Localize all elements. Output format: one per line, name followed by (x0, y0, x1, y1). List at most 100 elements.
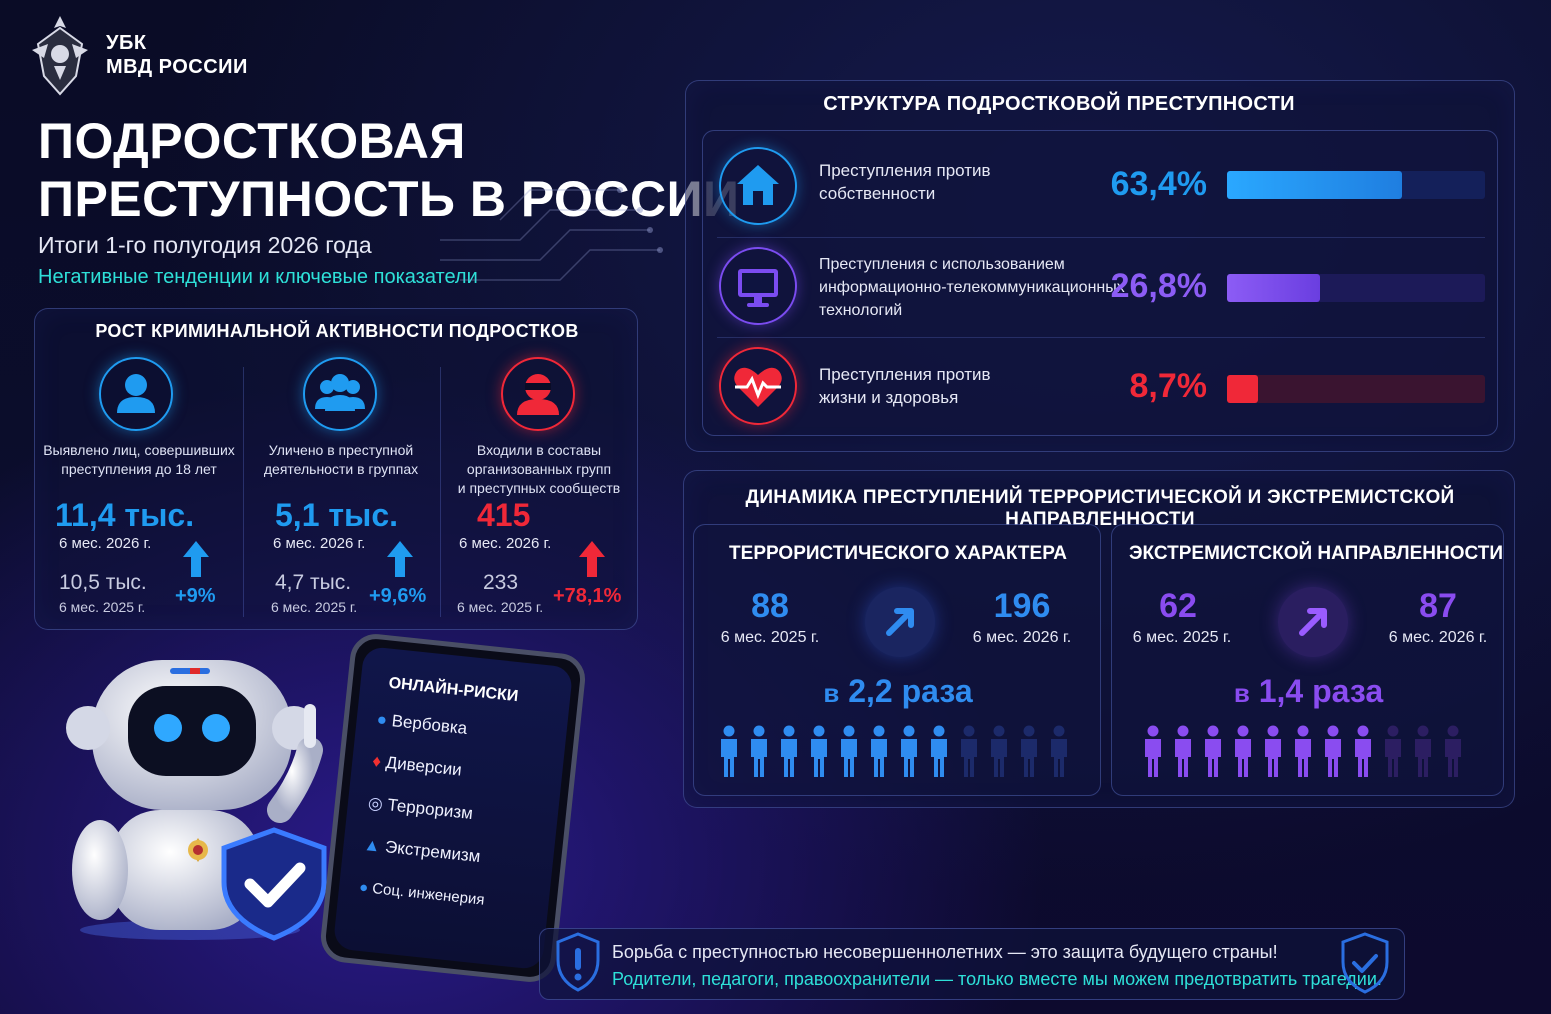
people-icon: ● (358, 878, 370, 897)
risk-item: ● Вербовка (376, 710, 468, 739)
previous-count: 88 (751, 587, 789, 625)
current-period: 6 мес. 2026 г. (459, 535, 552, 552)
person-pictogram-icon (991, 725, 1007, 777)
person-pictogram-icon (1235, 725, 1251, 777)
value-unit: тыс. (328, 497, 399, 533)
risk-item: ▲ Экстремизм (363, 835, 482, 867)
person-pictogram-icon (931, 725, 947, 777)
previous-period: 6 мес. 2025 г. (1132, 629, 1232, 646)
growth-multiplier: в 2,2 раза (694, 673, 1102, 710)
block-title: ЭКСТРЕМИСТСКОЙ НАПРАВЛЕННОСТИ (1129, 543, 1503, 564)
page-tagline: Негативные тенденции и ключевые показате… (38, 266, 478, 288)
column-divider (440, 367, 441, 617)
heart-pulse-icon (719, 347, 797, 425)
structure-list: Преступления против собственности 63,4% … (702, 130, 1498, 436)
person-pictogram-row (718, 725, 1070, 777)
growth-desc: Выявлено лиц, совершивших преступления д… (39, 441, 239, 479)
person-pictogram-icon (901, 725, 917, 777)
risk-label: Экстремизм (384, 837, 482, 867)
robot-mascot-illustration (66, 660, 323, 940)
structure-row-label: Преступления против жизни и здоровья (819, 363, 991, 409)
row-divider (717, 337, 1485, 338)
label-line: Преступления против (819, 161, 991, 180)
share-bar (1227, 171, 1485, 199)
risk-label: Диверсии (384, 752, 463, 780)
previous-value: 10,5 тыс. (59, 571, 147, 594)
multiplier-value: 1,4 раза (1258, 673, 1384, 709)
person-pictogram-icon (1295, 725, 1311, 777)
multiplier-prefix: в (1233, 678, 1250, 708)
desc-line: Выявлено лиц, совершивших (43, 442, 235, 458)
terrorism-block: ТЕРРОРИСТИЧЕСКОГО ХАРАКТЕРА 88 6 мес. 20… (693, 524, 1101, 796)
share-bar (1227, 274, 1485, 302)
person-pictogram-icon (1445, 725, 1461, 777)
org-name-line1: УБК (106, 32, 147, 54)
hooded-person-icon: ● (375, 709, 389, 730)
multiplier-value: 2,2 раза (848, 673, 973, 709)
person-pictogram-icon (1385, 725, 1401, 777)
label-line: Преступления с использованием (819, 256, 1065, 273)
person-pictogram-icon (1415, 725, 1431, 777)
change-percent: +9,6% (369, 585, 427, 607)
current-value: 415 (477, 497, 531, 533)
page-title: ПОДРОСТКОВАЯ ПРЕСТУПНОСТЬ В РОССИИ (38, 112, 740, 228)
current-count: 87 (1419, 587, 1457, 625)
growth-item-organized: Входили в составы организованных групп и… (439, 357, 639, 625)
warning-icon: ▲ (362, 834, 382, 856)
current-value: 11,4 тыс. (55, 497, 194, 534)
house-icon (719, 147, 797, 225)
previous-period: 6 мес. 2025 г. (720, 629, 820, 646)
current-value: 5,1 тыс. (275, 497, 398, 534)
previous-count: 62 (1159, 587, 1197, 625)
person-pictogram-icon (871, 725, 887, 777)
person-pictogram-icon (1021, 725, 1037, 777)
label-line: собственности (819, 184, 936, 203)
structure-row-label: Преступления против собственности (819, 159, 991, 205)
person-pictogram-icon (721, 725, 737, 777)
person-pictogram-icon (751, 725, 767, 777)
previous-period: 6 мес. 2025 г. (271, 599, 358, 615)
structure-row-value: 26,8% (1110, 267, 1207, 305)
phone-screen: ОНЛАЙН-РИСКИ ● Вербовка ♦ Диверсии ◎ Тер… (332, 645, 574, 971)
mvd-emblem-logo (32, 16, 88, 96)
person-pictogram-icon (1205, 725, 1221, 777)
circuit-decoration (440, 187, 663, 281)
share-bar-fill (1227, 375, 1258, 403)
fire-icon: ♦ (371, 751, 383, 772)
monitor-icon (719, 247, 797, 325)
desc-line: Уличено в преступной (268, 442, 414, 458)
arrow-up-icon (579, 541, 605, 577)
risk-label: Терроризм (386, 795, 474, 824)
structure-panel-title: СТРУКТУРА ПОДРОСТКОВОЙ ПРЕСТУПНОСТИ (823, 93, 1295, 115)
multiplier-prefix: в (823, 678, 840, 708)
structure-row-value: 63,4% (1110, 165, 1207, 203)
phone-illustration: ОНЛАЙН-РИСКИ ● Вербовка ♦ Диверсии ◎ Тер… (318, 631, 588, 985)
value-number: 11,4 (55, 497, 116, 533)
share-bar-fill (1227, 274, 1320, 302)
previous-period: 6 мес. 2025 г. (457, 599, 544, 615)
person-pictogram-icon (1175, 725, 1191, 777)
structure-row-value: 8,7% (1129, 367, 1208, 405)
group-icon (303, 357, 377, 431)
risk-label: Соц. инженерия (371, 880, 486, 909)
growth-desc: Уличено в преступной деятельности в груп… (241, 441, 441, 479)
structure-row-label: Преступления с использованием информацио… (819, 253, 1125, 322)
share-bar (1227, 375, 1485, 403)
person-pictogram-icon (1355, 725, 1371, 777)
title-line2: ПРЕСТУПНОСТЬ В РОССИИ (38, 171, 740, 227)
growth-item-minors: Выявлено лиц, совершивших преступления д… (39, 357, 239, 625)
person-pictogram-icon (1325, 725, 1341, 777)
current-period: 6 мес. 2026 г. (273, 535, 366, 552)
banner-message: Борьба с преступностью несовершеннолетни… (612, 942, 1278, 962)
person-pictogram-row (1142, 725, 1464, 777)
growth-panel-title: РОСТ КРИМИНАЛЬНОЙ АКТИВНОСТИ ПОДРОСТКОВ (95, 321, 579, 341)
label-line: технологий (819, 302, 903, 319)
risk-label: Вербовка (390, 711, 469, 738)
person-pictogram-icon (1265, 725, 1281, 777)
growth-multiplier: в 1,4 раза (1112, 673, 1505, 710)
person-pictogram-icon (1051, 725, 1067, 777)
desc-line: деятельности в группах (263, 461, 419, 477)
desc-line: организованных групп (466, 461, 612, 477)
label-line: жизни и здоровья (819, 388, 959, 407)
value-unit: тыс. (124, 497, 195, 533)
